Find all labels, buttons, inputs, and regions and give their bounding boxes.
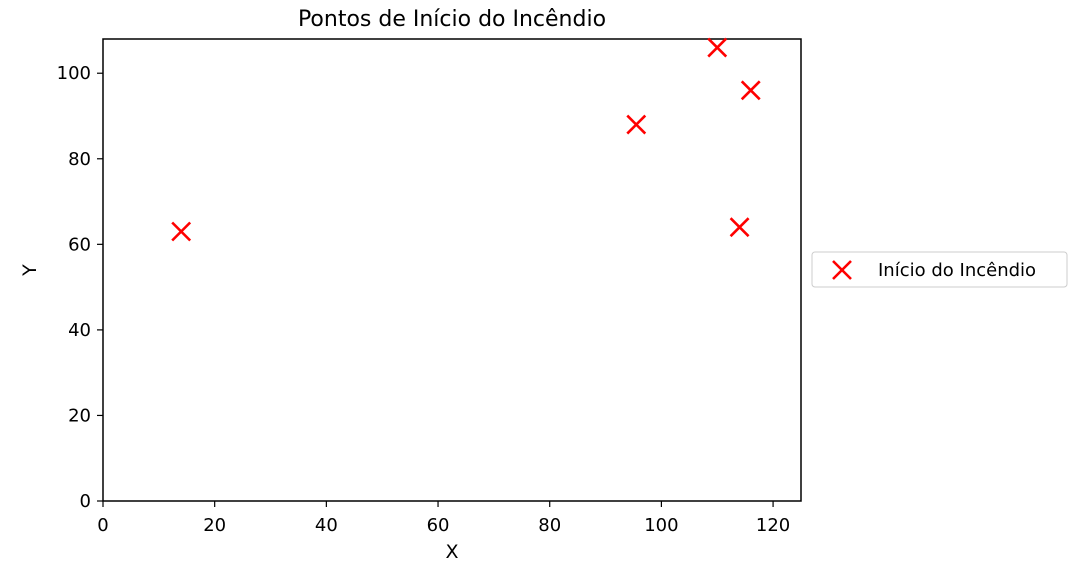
y-tick-label: 100 [57,63,91,84]
legend-marker-x-icon [832,260,852,280]
chart-title: Pontos de Início do Incêndio [298,7,606,32]
x-tick-label: 120 [756,515,790,536]
plot-area [102,38,802,502]
x-tick-label: 100 [644,515,678,536]
x-tick-label: 80 [538,515,561,536]
data-point [626,114,647,135]
x-tick-label: 60 [427,515,450,536]
y-tick-label: 40 [68,320,91,341]
plot-frame [102,38,802,502]
y-axis-label: Y [19,264,41,277]
y-tick-label: 0 [80,491,91,512]
data-point [171,221,192,242]
x-tick-label: 0 [97,515,108,536]
data-point [707,37,728,58]
y-tick-label: 80 [68,149,91,170]
x-tick-label: 20 [203,515,226,536]
x-tick-label: 40 [315,515,338,536]
legend-label: Início do Incêndio [878,260,1036,281]
y-tick-label: 60 [68,234,91,255]
y-tick-label: 20 [68,405,91,426]
x-axis-label: X [445,541,458,562]
legend: Início do Incêndio [811,251,1068,288]
legend-box [811,251,1068,288]
x-axis: 0 20 40 60 80 100 120 [97,501,790,536]
y-axis: 0 20 40 60 80 100 [57,63,103,512]
legend-marker [832,260,852,280]
data-point [729,217,750,238]
data-point [740,80,761,101]
data-points [171,37,761,242]
